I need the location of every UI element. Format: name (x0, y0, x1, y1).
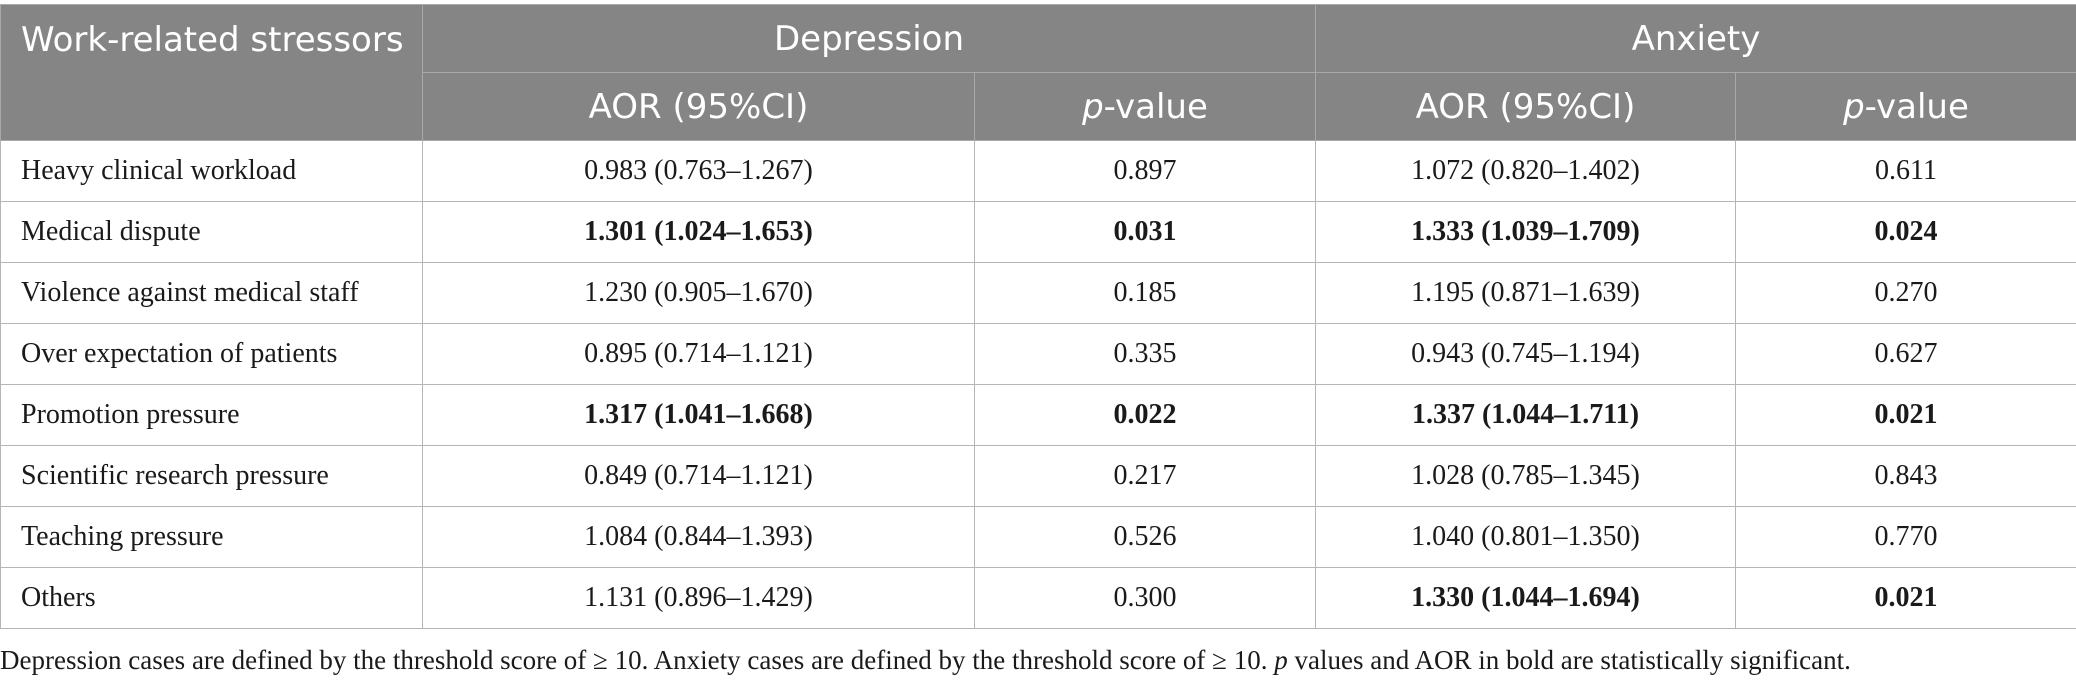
anxiety-aor-cell: 1.330 (1.044–1.694) (1315, 567, 1736, 629)
depression-pvalue-cell: 0.526 (974, 506, 1316, 568)
table-row: Over expectation of patients 0.895 (0.714… (0, 323, 2076, 385)
table-row: Violence against medical staff 1.230 (0.9… (0, 262, 2076, 324)
depression-pvalue-cell: 0.031 (974, 201, 1316, 263)
depression-aor-cell: 0.895 (0.714–1.121) (422, 323, 975, 385)
anxiety-pvalue-cell: 0.021 (1735, 567, 2076, 629)
anxiety-pvalue-cell: 0.024 (1735, 201, 2076, 263)
table-row: Others 1.131 (0.896–1.429) 0.300 1.330 (1.0… (0, 567, 2076, 629)
anxiety-pvalue-cell: 0.611 (1735, 140, 2076, 202)
table-row: Medical dispute 1.301 (1.024–1.653) 0.031 1… (0, 201, 2076, 263)
header-dep-aor: AOR (95%CI) (422, 72, 975, 141)
stressor-cell: Scientific research pressure (0, 445, 423, 507)
header-anx-pvalue: p-value (1735, 72, 2076, 141)
depression-pvalue-cell: 0.335 (974, 323, 1316, 385)
depression-pvalue-cell: 0.022 (974, 384, 1316, 446)
table-row: Heavy clinical workload 0.983 (0.763–1.26… (0, 140, 2076, 202)
footnote-text-1: Depression cases are defined by the thre… (0, 645, 1275, 675)
table-body: Heavy clinical workload 0.983 (0.763–1.26… (0, 140, 2076, 629)
p-letter: p (1082, 86, 1104, 127)
anxiety-aor-cell: 0.943 (0.745–1.194) (1315, 323, 1736, 385)
depression-pvalue-cell: 0.217 (974, 445, 1316, 507)
p-suffix: -value (1864, 86, 1969, 127)
stressor-cell: Others (0, 567, 423, 629)
stressor-cell: Heavy clinical workload (0, 140, 423, 202)
header-depression: Depression (422, 4, 1316, 73)
header-anxiety: Anxiety (1315, 4, 2076, 73)
p-suffix: -value (1103, 86, 1208, 127)
depression-aor-cell: 1.301 (1.024–1.653) (422, 201, 975, 263)
table-row: Promotion pressure 1.317 (1.041–1.668) 0.0… (0, 384, 2076, 446)
header-dep-pvalue: p-value (974, 72, 1316, 141)
p-letter: p (1843, 86, 1865, 127)
stressor-cell: Over expectation of patients (0, 323, 423, 385)
results-table-container: Work-related stressors Depression Anxiet… (0, 4, 2076, 629)
depression-aor-cell: 1.131 (0.896–1.429) (422, 567, 975, 629)
anxiety-pvalue-cell: 0.270 (1735, 262, 2076, 324)
stressor-cell: Violence against medical staff (0, 262, 423, 324)
depression-pvalue-cell: 0.185 (974, 262, 1316, 324)
anxiety-pvalue-cell: 0.843 (1735, 445, 2076, 507)
depression-aor-cell: 1.230 (0.905–1.670) (422, 262, 975, 324)
table-row: Scientific research pressure 0.849 (0.714… (0, 445, 2076, 507)
results-table: Work-related stressors Depression Anxiet… (0, 4, 2076, 629)
header-stressors: Work-related stressors (0, 4, 423, 141)
anxiety-pvalue-cell: 0.627 (1735, 323, 2076, 385)
anxiety-aor-cell: 1.040 (0.801–1.350) (1315, 506, 1736, 568)
depression-pvalue-cell: 0.300 (974, 567, 1316, 629)
depression-aor-cell: 0.983 (0.763–1.267) (422, 140, 975, 202)
anxiety-aor-cell: 1.072 (0.820–1.402) (1315, 140, 1736, 202)
depression-aor-cell: 0.849 (0.714–1.121) (422, 445, 975, 507)
depression-aor-cell: 1.084 (0.844–1.393) (422, 506, 975, 568)
header-anx-aor: AOR (95%CI) (1315, 72, 1736, 141)
table-header: Work-related stressors Depression Anxiet… (0, 4, 2076, 141)
anxiety-pvalue-cell: 0.021 (1735, 384, 2076, 446)
anxiety-aor-cell: 1.195 (0.871–1.639) (1315, 262, 1736, 324)
stressor-cell: Medical dispute (0, 201, 423, 263)
anxiety-aor-cell: 1.028 (0.785–1.345) (1315, 445, 1736, 507)
anxiety-pvalue-cell: 0.770 (1735, 506, 2076, 568)
footnote-p-letter: p (1274, 645, 1288, 675)
footnote-text-2: values and AOR in bold are statistically… (1287, 645, 1851, 675)
stressor-cell: Promotion pressure (0, 384, 423, 446)
anxiety-aor-cell: 1.333 (1.039–1.709) (1315, 201, 1736, 263)
table-footnote: Depression cases are defined by the thre… (0, 645, 2076, 676)
depression-aor-cell: 1.317 (1.041–1.668) (422, 384, 975, 446)
stressor-cell: Teaching pressure (0, 506, 423, 568)
depression-pvalue-cell: 0.897 (974, 140, 1316, 202)
table-row: Teaching pressure 1.084 (0.844–1.393) 0.52… (0, 506, 2076, 568)
anxiety-aor-cell: 1.337 (1.044–1.711) (1315, 384, 1736, 446)
